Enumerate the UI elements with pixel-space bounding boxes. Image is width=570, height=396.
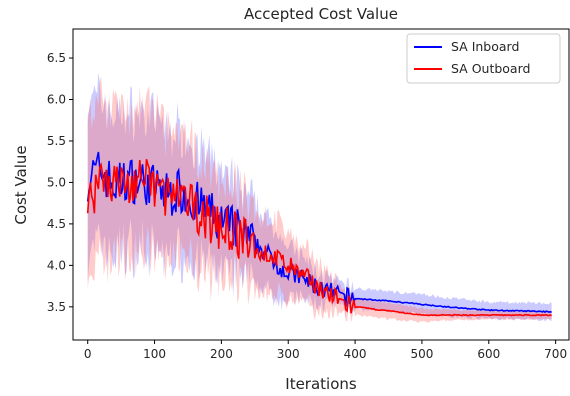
plot-frame [72, 28, 570, 341]
y-tick-label: 4.0 [47, 258, 66, 272]
x-tick-label: 600 [477, 347, 500, 361]
y-tick-label: 6.0 [47, 92, 66, 106]
y-axis-ticks: 3.5 4.0 4.5 5.0 5.5 6.0 6.5 [47, 51, 73, 314]
legend-label-sa-inboard: SA Inboard [451, 39, 519, 54]
x-tick-label: 200 [210, 347, 233, 361]
x-tick-label: 0 [84, 347, 92, 361]
y-axis-label: Cost Value [12, 145, 30, 224]
y-tick-label: 3.5 [47, 300, 66, 314]
line-sa-outboard [86, 159, 552, 317]
x-tick-label: 400 [344, 347, 367, 361]
y-tick-label: 5.0 [47, 175, 66, 189]
chart-title: Accepted Cost Value [244, 5, 398, 23]
x-axis-ticks: 0 100 200 300 400 500 600 700 [84, 340, 567, 361]
x-tick-label: 500 [410, 347, 433, 361]
legend-label-sa-outboard: SA Outboard [451, 61, 530, 76]
legend: SA Inboard SA Outboard [406, 33, 561, 84]
y-tick-label: 4.5 [47, 217, 66, 231]
y-tick-label: 5.5 [47, 134, 66, 148]
series-lines [86, 151, 552, 317]
x-tick-label: 700 [544, 347, 567, 361]
legend-box [406, 33, 561, 84]
y-tick-label: 6.5 [47, 51, 66, 65]
x-axis-label: Iterations [285, 375, 357, 393]
band-sa-outboard [87, 76, 552, 323]
x-tick-label: 300 [277, 347, 300, 361]
x-tick-label: 100 [143, 347, 166, 361]
